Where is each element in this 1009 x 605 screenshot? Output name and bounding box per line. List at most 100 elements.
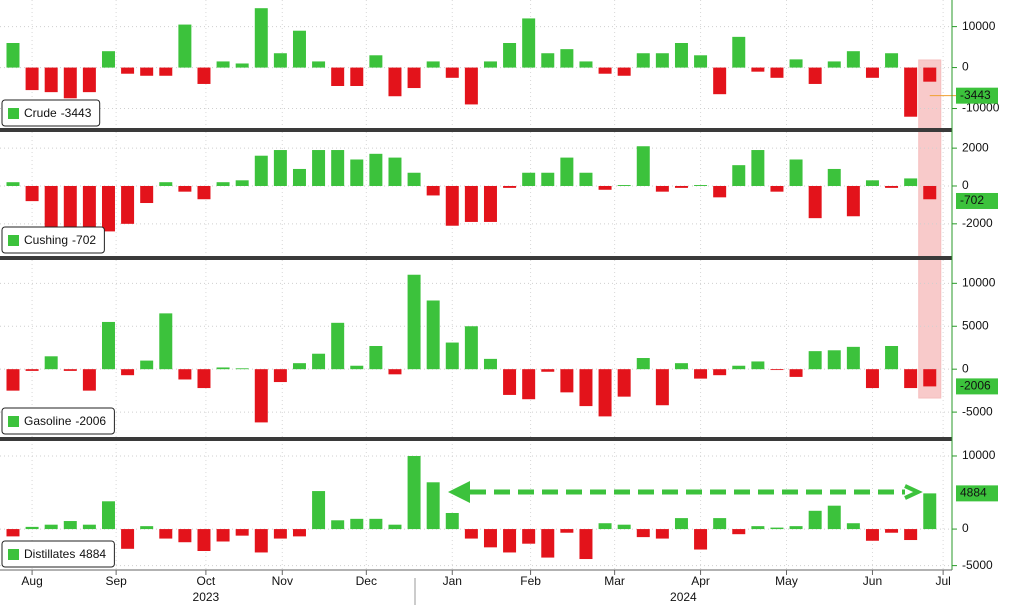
bar [350, 67, 364, 86]
legend: Cushing -702 [1, 226, 105, 254]
bar [560, 369, 574, 393]
legend-name: Gasoline [24, 414, 72, 428]
y-tick-label: 10000 [962, 19, 996, 33]
bar [159, 313, 173, 370]
bar [751, 150, 765, 186]
bar [25, 369, 39, 371]
bar [694, 55, 708, 68]
bar [159, 182, 173, 186]
bar [885, 345, 899, 370]
legend-label: Distillates 4884 [24, 547, 106, 561]
bar [178, 529, 192, 543]
x-tick-label: Mar [604, 574, 625, 588]
bar [369, 345, 383, 370]
bar [312, 353, 326, 370]
bar [312, 61, 326, 68]
bar [827, 505, 841, 530]
bar [732, 529, 746, 535]
bar [426, 300, 440, 370]
bar [636, 358, 650, 370]
bar [82, 369, 96, 391]
legend: Gasoline -2006 [1, 407, 115, 435]
x-tick-label: Aug [21, 574, 42, 588]
bar [483, 358, 497, 370]
bar [694, 185, 708, 186]
bar [312, 491, 326, 530]
bar [273, 150, 287, 186]
bar [101, 501, 115, 530]
bar [923, 493, 937, 530]
bar [770, 67, 784, 78]
legend-name: Cushing [24, 233, 68, 247]
bar [865, 529, 879, 541]
bar [808, 351, 822, 370]
y-tick-label: 0 [962, 60, 969, 74]
bar [674, 363, 688, 370]
bar [312, 150, 326, 186]
bar [751, 67, 765, 72]
bar [503, 185, 517, 188]
bar [464, 185, 478, 222]
bar [865, 369, 879, 389]
y-tick-label: -5000 [962, 404, 993, 418]
bar [541, 172, 555, 186]
bar [101, 51, 115, 68]
bar [6, 529, 20, 537]
bar [140, 526, 154, 530]
bar [350, 365, 364, 370]
bar [445, 67, 459, 78]
bar [713, 518, 727, 530]
bar [254, 369, 268, 423]
bar [560, 157, 574, 186]
bar [292, 168, 306, 186]
legend-value: -2006 [75, 414, 106, 428]
bar [713, 67, 727, 95]
bar [923, 185, 937, 200]
bar [178, 369, 192, 380]
bar [292, 363, 306, 370]
bar [197, 67, 211, 84]
bar [121, 185, 135, 224]
bar [464, 67, 478, 105]
bar [216, 182, 230, 186]
legend-box [1, 540, 115, 568]
bar [331, 67, 345, 86]
bar [598, 67, 612, 74]
bar [846, 185, 860, 217]
bar [579, 172, 593, 186]
bar [827, 350, 841, 370]
bar [445, 512, 459, 530]
bar [464, 326, 478, 370]
bar [617, 67, 631, 76]
value-tag [956, 87, 998, 104]
bar [44, 67, 58, 93]
bar [178, 185, 192, 192]
value-tag [956, 378, 998, 395]
arrow-tail [904, 484, 923, 500]
value-tag [956, 485, 998, 502]
bar [63, 521, 77, 530]
x-tick-label: Jun [863, 574, 882, 588]
bar [140, 67, 154, 76]
bar [273, 529, 287, 539]
y-tick-label: 10000 [962, 275, 996, 289]
x-tick-label: May [775, 574, 798, 588]
bar [770, 369, 784, 371]
bar [885, 529, 899, 533]
y-tick-label: 0 [962, 521, 969, 535]
y-tick-label: 0 [962, 361, 969, 375]
bar [732, 36, 746, 68]
bar [44, 524, 58, 530]
bar [655, 529, 669, 539]
value-tag-label: 4884 [960, 486, 987, 500]
y-tick-label: -2000 [962, 216, 993, 230]
y-tick-label: -5000 [962, 558, 993, 572]
bar [140, 360, 154, 370]
bar [598, 523, 612, 530]
x-tick-label: Sep [105, 574, 127, 588]
value-tag [956, 192, 998, 209]
bar [827, 61, 841, 68]
bar [522, 18, 536, 68]
bar [63, 185, 77, 230]
bar [770, 185, 784, 192]
